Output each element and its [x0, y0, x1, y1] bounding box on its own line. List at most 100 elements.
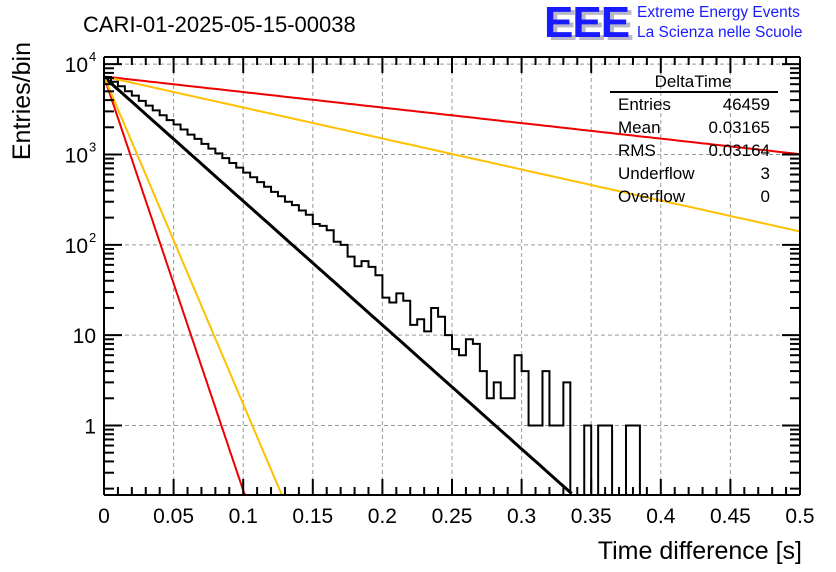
- y-tick-label: 10: [65, 235, 88, 258]
- y-tick-label: 1: [84, 415, 96, 438]
- histogram-outline: [104, 76, 800, 496]
- y-axis-title: Entries/bin: [8, 42, 36, 160]
- fit-curve-red-slow: [103, 75, 801, 156]
- histogram-bin: [487, 398, 494, 495]
- histogram-bin: [243, 173, 250, 495]
- logo-mark-shadow: EEE: [548, 1, 633, 50]
- histogram: [104, 76, 800, 496]
- histogram-bin: [542, 371, 549, 495]
- x-tick-label: 0.5: [785, 505, 814, 528]
- histogram-bin: [194, 139, 201, 495]
- histogram-bin: [160, 115, 167, 495]
- histogram-bin: [146, 106, 153, 495]
- histogram-bin: [536, 425, 543, 495]
- histogram-bin: [403, 301, 410, 495]
- histogram-bin: [563, 382, 570, 495]
- histogram-bin: [480, 371, 487, 495]
- x-tick-label: 0.15: [292, 505, 333, 528]
- axes: [103, 56, 801, 496]
- histogram-bin: [111, 82, 118, 495]
- stats-label: Mean: [618, 118, 661, 137]
- histogram-bin: [229, 163, 236, 495]
- histogram-bin: [424, 331, 431, 495]
- logo-line1: Extreme Energy Events: [637, 4, 800, 21]
- histogram-bin: [327, 230, 334, 495]
- histogram-bin: [174, 124, 181, 495]
- histogram-bin: [452, 349, 459, 495]
- fit-curve-yellow-slow: [103, 75, 801, 233]
- histogram-bin: [250, 177, 257, 495]
- histogram-bin: [605, 425, 612, 495]
- histogram-bin: [508, 398, 515, 495]
- stats-title: DeltaTime: [655, 72, 732, 91]
- histogram-bin: [285, 202, 292, 495]
- histogram-bin: [208, 149, 215, 495]
- histogram-bin: [215, 153, 222, 495]
- x-tick-label: 0.4: [646, 505, 676, 528]
- histogram-bin: [438, 317, 445, 495]
- histogram-bin: [396, 293, 403, 495]
- fit-curve-red-fast: [103, 76, 247, 496]
- x-tick-label: 0.1: [229, 505, 258, 528]
- x-tick-label: 0: [98, 505, 110, 528]
- x-axis-title: Time difference [s]: [598, 537, 802, 565]
- stats-label: Entries: [618, 95, 671, 114]
- y-tick-label: 10: [65, 144, 88, 167]
- histogram-bin: [341, 245, 348, 495]
- histogram-bin: [278, 196, 285, 495]
- fit-curve-yellow-fast: [103, 76, 284, 496]
- histogram-bin: [473, 344, 480, 495]
- histogram-bin: [494, 382, 501, 495]
- histogram-bin: [104, 77, 111, 495]
- stats-value: 46459: [723, 95, 770, 114]
- histogram-bin: [633, 425, 640, 495]
- histogram-bin: [257, 182, 264, 495]
- histogram-bin: [264, 187, 271, 495]
- histogram-bin: [445, 335, 452, 495]
- histogram-bin: [522, 371, 529, 495]
- histogram-bin: [167, 120, 174, 495]
- histogram-bin: [368, 267, 375, 495]
- x-tick-label: 0.05: [153, 505, 194, 528]
- histogram-bin: [362, 261, 369, 495]
- histogram-bin: [431, 308, 438, 495]
- y-tick-exponent: 4: [89, 49, 96, 64]
- x-tick-label: 0.35: [571, 505, 612, 528]
- histogram-bin: [626, 425, 633, 495]
- logo-mark: EEE: [544, 0, 629, 47]
- histogram-bin: [417, 319, 424, 495]
- y-tick-exponent: 2: [89, 230, 96, 245]
- histogram-bin: [153, 110, 160, 495]
- stats-value: 0.03164: [709, 141, 770, 160]
- histogram-bin: [320, 226, 327, 495]
- x-tick-label: 0.2: [368, 505, 397, 528]
- stats-box: DeltaTime Entries 46459 Mean 0.03165 RMS 0.03…: [610, 72, 778, 206]
- histogram-bin: [188, 135, 195, 495]
- histogram-bin: [598, 425, 605, 495]
- stats-value: 3: [761, 164, 770, 183]
- stats-label: RMS: [618, 141, 656, 160]
- histogram-bin: [348, 257, 355, 495]
- y-tick-label: 10: [65, 54, 88, 77]
- histogram-bin: [501, 398, 508, 495]
- x-tick-labels: 0 0.05 0.1 0.15 0.2 0.25 0.3 0.35 0.4 0.45 0.5: [98, 505, 814, 528]
- stats-label: Underflow: [618, 164, 695, 183]
- grid: [104, 57, 800, 495]
- histogram-bin: [334, 242, 341, 495]
- x-tick-label: 0.25: [432, 505, 473, 528]
- histogram-bin: [118, 86, 125, 495]
- histogram-bin: [271, 192, 278, 495]
- histogram-bin: [375, 275, 382, 495]
- x-tick-label: 0.45: [710, 505, 751, 528]
- histogram-bin: [584, 425, 591, 495]
- eee-logo: EEE EEE Extreme Energy Events La Scienza…: [544, 0, 802, 50]
- fit-curve-exponential-fit: [102, 75, 573, 495]
- y-tick-label: 10: [73, 325, 96, 348]
- stats-value: 0.03165: [709, 118, 770, 137]
- logo-line2: La Scienza nelle Scuole: [637, 24, 802, 41]
- chart-title: CARI-01-2025-05-15-00038: [83, 12, 356, 37]
- fit-curves: [102, 75, 801, 496]
- stats-value: 0: [761, 187, 770, 206]
